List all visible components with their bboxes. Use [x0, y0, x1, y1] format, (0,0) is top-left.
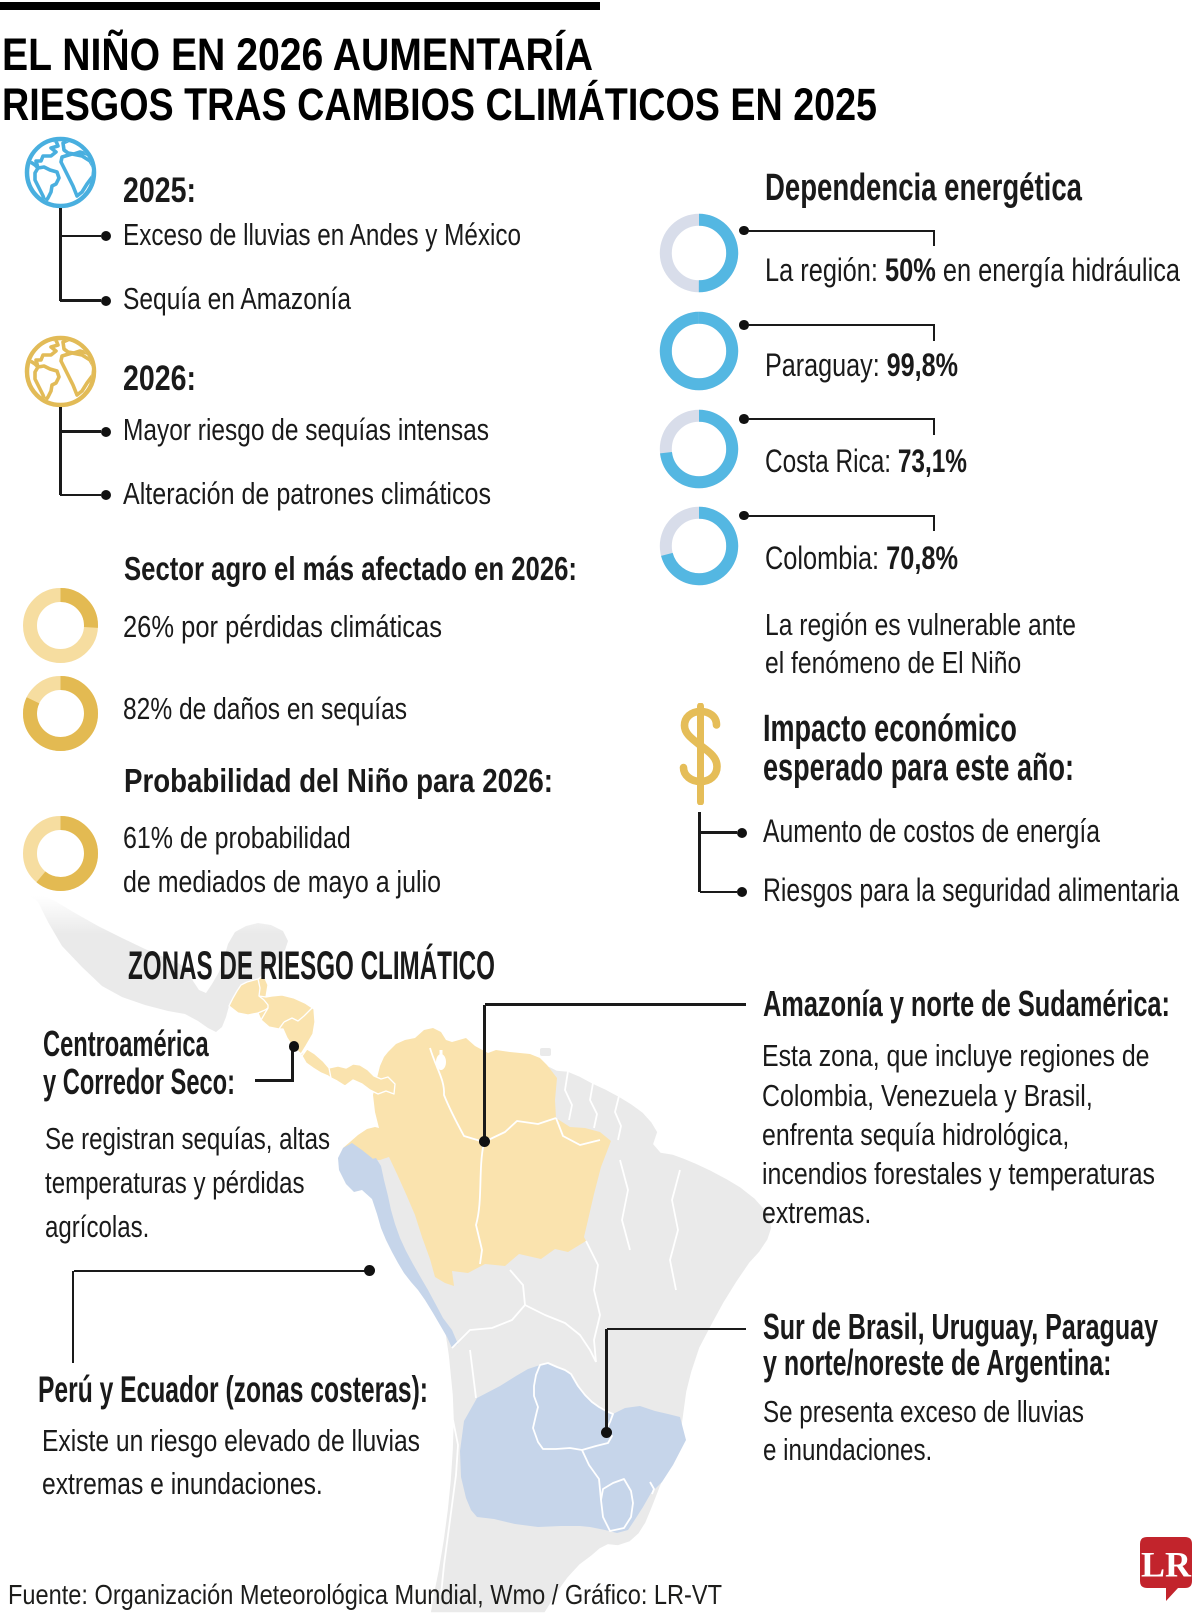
svg-text:LR: LR — [1141, 1545, 1192, 1585]
